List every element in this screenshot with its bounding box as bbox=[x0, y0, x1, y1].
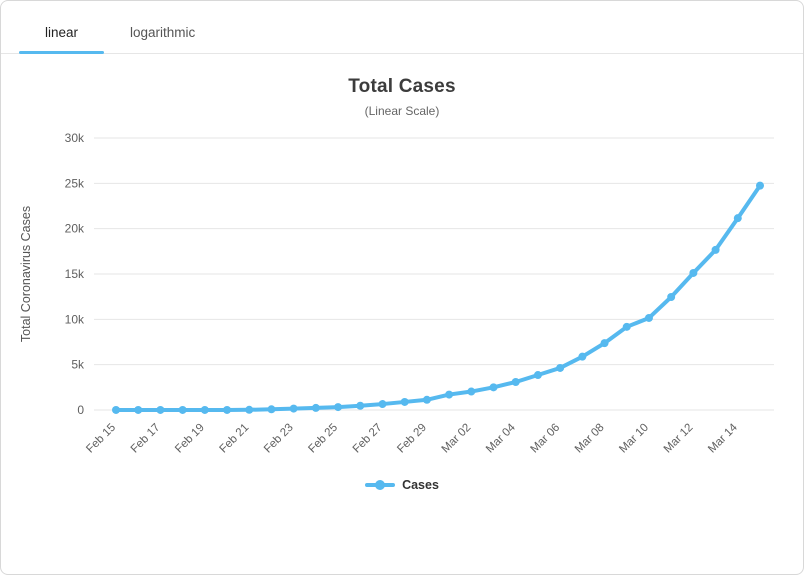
x-tick-label: Feb 25 bbox=[306, 422, 340, 456]
y-tick-label: 30k bbox=[65, 131, 85, 145]
data-point-marker[interactable] bbox=[645, 314, 653, 322]
data-point-marker[interactable] bbox=[201, 406, 209, 414]
data-point-marker[interactable] bbox=[179, 406, 187, 414]
data-point-marker[interactable] bbox=[445, 391, 453, 399]
data-point-marker[interactable] bbox=[556, 364, 564, 372]
chart-card: linear logarithmic Total Cases (Linear S… bbox=[0, 0, 804, 575]
chart-subtitle: (Linear Scale) bbox=[1, 104, 803, 118]
data-point-marker[interactable] bbox=[223, 406, 231, 414]
data-point-marker[interactable] bbox=[290, 405, 298, 413]
scale-tabs: linear logarithmic bbox=[1, 1, 803, 54]
x-tick-label: Feb 21 bbox=[218, 422, 252, 456]
chart-title: Total Cases bbox=[1, 76, 803, 98]
x-tick-label: Feb 27 bbox=[351, 422, 385, 456]
tab-linear[interactable]: linear bbox=[19, 19, 104, 53]
y-tick-label: 5k bbox=[71, 358, 85, 372]
y-tick-label: 0 bbox=[77, 403, 84, 417]
x-tick-label: Mar 12 bbox=[662, 422, 696, 456]
y-tick-label: 10k bbox=[65, 312, 85, 326]
data-point-marker[interactable] bbox=[134, 406, 142, 414]
chart-area: Total Cases (Linear Scale) 0 5k 10k 15k 20k 2… bbox=[1, 76, 803, 492]
y-tick-label: 15k bbox=[65, 267, 85, 281]
x-tick-label: Mar 08 bbox=[573, 422, 607, 456]
y-tick-label: 25k bbox=[65, 176, 85, 190]
data-point-marker[interactable] bbox=[156, 406, 164, 414]
data-point-marker[interactable] bbox=[689, 269, 697, 277]
data-point-marker[interactable] bbox=[312, 404, 320, 412]
x-tick-label: Mar 14 bbox=[706, 421, 740, 455]
legend-label: Cases bbox=[402, 478, 439, 492]
data-point-marker[interactable] bbox=[712, 246, 720, 254]
data-point-marker[interactable] bbox=[423, 396, 431, 404]
x-tick-label: Mar 10 bbox=[617, 422, 651, 456]
data-point-marker[interactable] bbox=[534, 371, 542, 379]
x-tick-label: Mar 06 bbox=[528, 422, 562, 456]
y-tick-label: 20k bbox=[65, 222, 85, 236]
x-tick-label: Mar 02 bbox=[440, 422, 474, 456]
tab-logarithmic[interactable]: logarithmic bbox=[104, 19, 221, 53]
data-point-marker[interactable] bbox=[356, 402, 364, 410]
data-point-marker[interactable] bbox=[112, 406, 120, 414]
data-point-marker[interactable] bbox=[512, 378, 520, 386]
data-point-marker[interactable] bbox=[401, 398, 409, 406]
data-point-marker[interactable] bbox=[734, 214, 742, 222]
y-axis-label: Total Coronavirus Cases bbox=[19, 206, 33, 342]
data-point-marker[interactable] bbox=[601, 339, 609, 347]
x-tick-label: Feb 19 bbox=[173, 422, 207, 456]
x-tick-label: Feb 15 bbox=[84, 422, 118, 456]
data-point-marker[interactable] bbox=[578, 353, 586, 361]
cases-series-line bbox=[116, 186, 760, 410]
x-tick-label: Mar 04 bbox=[484, 421, 518, 455]
data-point-marker[interactable] bbox=[267, 405, 275, 413]
data-point-marker[interactable] bbox=[756, 182, 764, 190]
data-point-marker[interactable] bbox=[334, 403, 342, 411]
data-point-marker[interactable] bbox=[467, 388, 475, 396]
data-point-marker[interactable] bbox=[667, 293, 675, 301]
cases-line-chart: 0 5k 10k 15k 20k 25k 30k Total Coronavirus Case… bbox=[12, 124, 792, 476]
data-point-marker[interactable] bbox=[623, 323, 631, 331]
x-tick-label: Feb 23 bbox=[262, 422, 296, 456]
cases-legend-marker bbox=[365, 479, 395, 491]
chart-legend[interactable]: Cases bbox=[1, 478, 803, 492]
data-point-marker[interactable] bbox=[490, 383, 498, 391]
x-tick-label: Feb 17 bbox=[129, 422, 163, 456]
data-point-marker[interactable] bbox=[378, 400, 386, 408]
x-tick-label: Feb 29 bbox=[395, 422, 429, 456]
data-point-marker[interactable] bbox=[245, 406, 253, 414]
